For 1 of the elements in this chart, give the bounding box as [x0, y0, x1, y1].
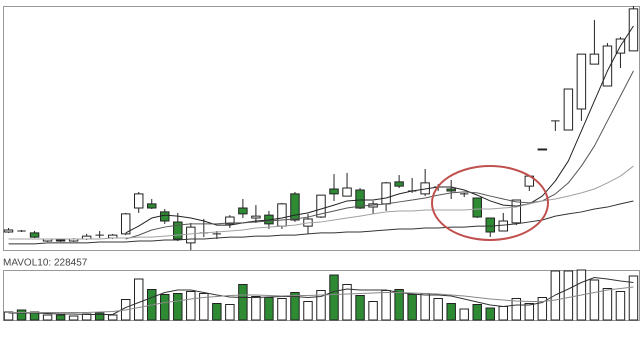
text: MAVOL10: 228457: [3, 258, 88, 268]
